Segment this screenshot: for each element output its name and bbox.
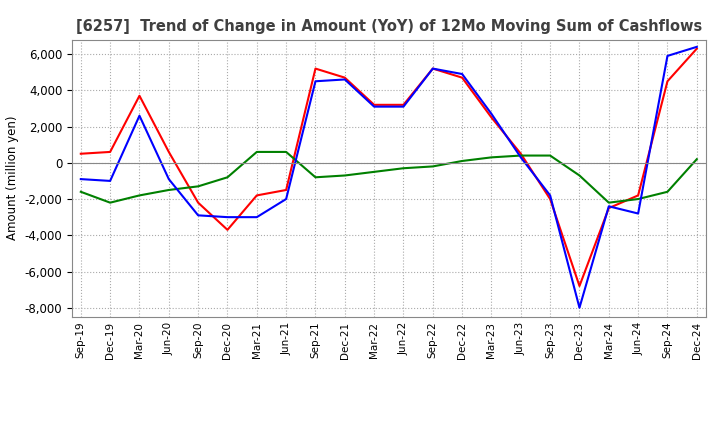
Investing Cashflow [76, 189, 85, 194]
Operating Cashflow [428, 66, 437, 71]
Operating Cashflow [693, 46, 701, 51]
Operating Cashflow [605, 205, 613, 211]
Free Cashflow [370, 104, 379, 109]
Operating Cashflow [253, 193, 261, 198]
Operating Cashflow [575, 283, 584, 289]
Y-axis label: Amount (million yen): Amount (million yen) [6, 116, 19, 240]
Free Cashflow [458, 71, 467, 77]
Operating Cashflow [282, 187, 290, 193]
Free Cashflow [194, 213, 202, 218]
Free Cashflow [634, 211, 642, 216]
Free Cashflow [311, 79, 320, 84]
Free Cashflow [546, 193, 554, 198]
Operating Cashflow [546, 196, 554, 202]
Operating Cashflow [399, 102, 408, 107]
Free Cashflow [223, 215, 232, 220]
Operating Cashflow [76, 151, 85, 156]
Operating Cashflow [516, 151, 525, 156]
Investing Cashflow [253, 149, 261, 154]
Operating Cashflow [223, 227, 232, 232]
Operating Cashflow [663, 79, 672, 84]
Operating Cashflow [164, 149, 173, 154]
Free Cashflow [428, 66, 437, 71]
Free Cashflow [341, 77, 349, 82]
Free Cashflow [135, 113, 144, 118]
Free Cashflow [663, 53, 672, 59]
Investing Cashflow [693, 157, 701, 162]
Free Cashflow [575, 305, 584, 310]
Free Cashflow [106, 178, 114, 183]
Investing Cashflow [634, 196, 642, 202]
Investing Cashflow [135, 193, 144, 198]
Investing Cashflow [370, 169, 379, 175]
Free Cashflow [487, 111, 496, 117]
Free Cashflow [282, 196, 290, 202]
Operating Cashflow [370, 102, 379, 107]
Investing Cashflow [341, 173, 349, 178]
Investing Cashflow [223, 175, 232, 180]
Investing Cashflow [575, 173, 584, 178]
Investing Cashflow [311, 175, 320, 180]
Investing Cashflow [282, 149, 290, 154]
Operating Cashflow [194, 200, 202, 205]
Free Cashflow [164, 176, 173, 182]
Operating Cashflow [311, 66, 320, 71]
Free Cashflow [693, 44, 701, 49]
Line: Investing Cashflow: Investing Cashflow [81, 152, 697, 203]
Investing Cashflow [194, 184, 202, 189]
Title: [6257]  Trend of Change in Amount (YoY) of 12Mo Moving Sum of Cashflows: [6257] Trend of Change in Amount (YoY) o… [76, 19, 702, 34]
Investing Cashflow [106, 200, 114, 205]
Operating Cashflow [135, 93, 144, 99]
Investing Cashflow [546, 153, 554, 158]
Operating Cashflow [341, 75, 349, 80]
Investing Cashflow [428, 164, 437, 169]
Investing Cashflow [663, 189, 672, 194]
Operating Cashflow [106, 149, 114, 154]
Investing Cashflow [458, 158, 467, 164]
Investing Cashflow [487, 155, 496, 160]
Free Cashflow [76, 176, 85, 182]
Free Cashflow [516, 155, 525, 160]
Investing Cashflow [399, 165, 408, 171]
Free Cashflow [399, 104, 408, 109]
Operating Cashflow [634, 193, 642, 198]
Investing Cashflow [516, 153, 525, 158]
Line: Free Cashflow: Free Cashflow [81, 47, 697, 308]
Investing Cashflow [605, 200, 613, 205]
Free Cashflow [253, 215, 261, 220]
Investing Cashflow [164, 187, 173, 193]
Operating Cashflow [487, 115, 496, 120]
Free Cashflow [605, 204, 613, 209]
Line: Operating Cashflow: Operating Cashflow [81, 49, 697, 286]
Operating Cashflow [458, 75, 467, 80]
